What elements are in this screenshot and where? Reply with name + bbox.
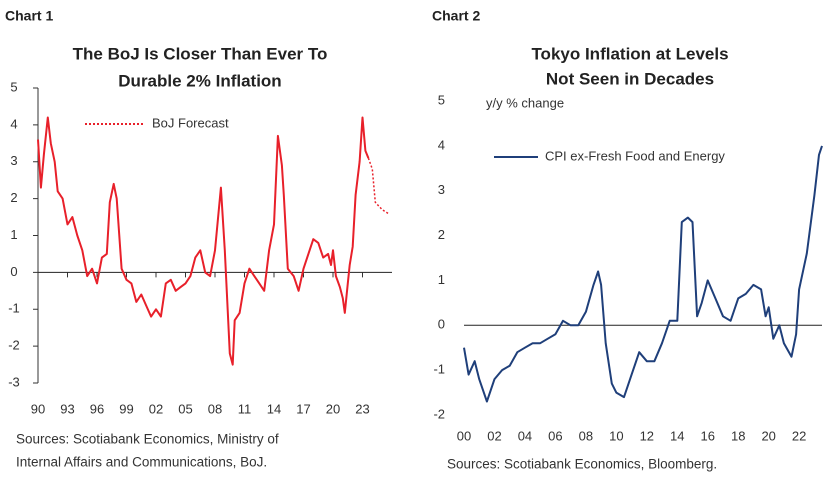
- y-tick-label: -2: [8, 338, 20, 353]
- y-tick-label: -2: [433, 406, 445, 421]
- x-tick-label: 08: [208, 401, 222, 416]
- x-tick-label: 23: [355, 401, 369, 416]
- x-tick-label: 14: [670, 428, 684, 443]
- x-tick-label: 18: [731, 428, 745, 443]
- y-tick-label: 0: [10, 264, 17, 279]
- y-tick-label: -1: [433, 362, 445, 377]
- chart-label: Chart 1: [5, 8, 53, 24]
- y-axis-label: y/y % change: [486, 95, 564, 110]
- chart-title: Durable 2% Inflation: [118, 71, 281, 90]
- sources: Internal Affairs and Communications, BoJ…: [16, 455, 267, 470]
- x-tick-label: 90: [31, 401, 45, 416]
- data-line: [37, 116, 370, 366]
- chart-title: Not Seen in Decades: [546, 69, 714, 88]
- x-tick-label: 02: [487, 428, 501, 443]
- x-tick-label: 10: [609, 428, 623, 443]
- data-line: [367, 157, 389, 215]
- y-tick-label: -3: [8, 374, 20, 389]
- y-tick-label: -1: [8, 301, 20, 316]
- y-tick-label: 1: [10, 227, 17, 242]
- x-tick-label: 00: [457, 428, 471, 443]
- sources: Sources: Scotiabank Economics, Ministry …: [16, 432, 279, 447]
- x-tick-label: 20: [326, 401, 340, 416]
- y-tick-label: 4: [438, 137, 445, 152]
- y-tick-label: 2: [10, 190, 17, 205]
- x-tick-label: 11: [238, 401, 252, 416]
- data-line: [463, 145, 823, 403]
- y-tick-label: 4: [10, 116, 17, 131]
- x-tick-label: 17: [296, 401, 310, 416]
- legend-label: CPI ex-Fresh Food and Energy: [545, 148, 725, 163]
- y-tick-label: 2: [438, 227, 445, 242]
- x-tick-label: 05: [178, 401, 192, 416]
- y-tick-label: 3: [438, 182, 445, 197]
- x-tick-label: 06: [548, 428, 562, 443]
- sources: Sources: Scotiabank Economics, Bloomberg…: [447, 457, 717, 472]
- y-tick-label: 5: [438, 92, 445, 107]
- x-tick-label: 14: [267, 401, 281, 416]
- x-tick-label: 02: [149, 401, 163, 416]
- chart-label: Chart 2: [432, 8, 480, 24]
- x-tick-label: 04: [518, 428, 532, 443]
- x-tick-label: 12: [640, 428, 654, 443]
- x-tick-label: 08: [579, 428, 593, 443]
- y-tick-label: 3: [10, 153, 17, 168]
- x-tick-label: 99: [119, 401, 133, 416]
- y-tick-label: 5: [10, 79, 17, 94]
- x-tick-label: 96: [90, 401, 104, 416]
- y-tick-label: 0: [438, 317, 445, 332]
- x-tick-label: 93: [60, 401, 74, 416]
- chart-title: The BoJ Is Closer Than Ever To: [73, 44, 328, 63]
- legend-label: BoJ Forecast: [152, 115, 229, 130]
- chart-title: Tokyo Inflation at Levels: [531, 44, 728, 63]
- y-tick-label: 1: [438, 272, 445, 287]
- x-tick-label: 22: [792, 428, 806, 443]
- x-tick-label: 20: [761, 428, 775, 443]
- x-tick-label: 16: [701, 428, 715, 443]
